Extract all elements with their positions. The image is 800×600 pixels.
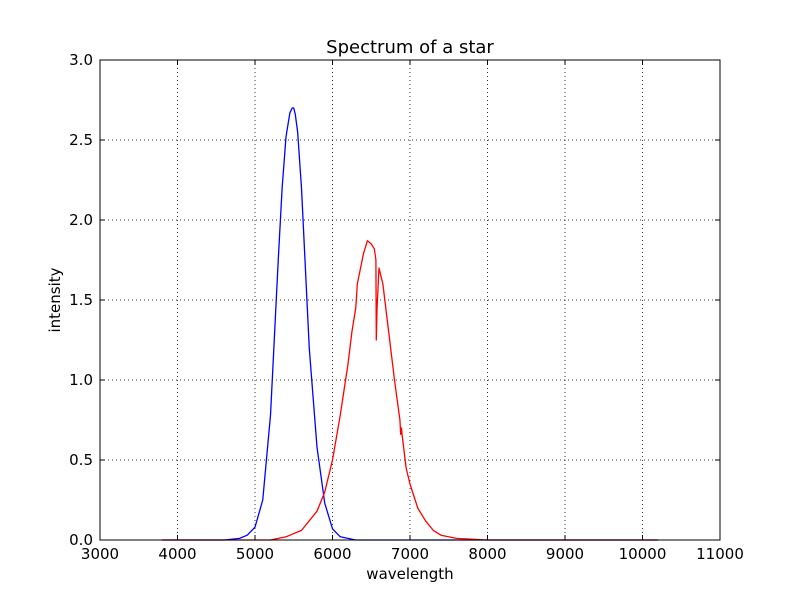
y-tick-label: 3.0	[69, 51, 93, 69]
x-tick-label: 4000	[158, 545, 196, 563]
y-tick-label: 1.5	[69, 291, 93, 309]
x-tick-label: 7000	[391, 545, 429, 563]
x-tick-label: 10000	[619, 545, 667, 563]
x-tick-label: 9000	[546, 545, 584, 563]
y-tick-label: 0.0	[69, 531, 93, 549]
x-tick-label: 8000	[468, 545, 506, 563]
x-axis-label: wavelength	[366, 565, 453, 583]
y-axis-label: intensity	[46, 267, 64, 332]
y-tick-label: 0.5	[69, 451, 93, 469]
grid	[100, 60, 720, 540]
chart-title: Spectrum of a star	[326, 37, 494, 58]
x-tick-label: 11000	[696, 545, 744, 563]
x-tick-label: 3000	[81, 545, 119, 563]
ticks: 3000 4000 5000 6000 7000 8000 9000 10000 11000 0.…	[69, 51, 744, 563]
y-tick-label: 1.0	[69, 371, 93, 389]
y-tick-label: 2.5	[69, 131, 93, 149]
series-line-2	[162, 240, 658, 541]
y-tick-label: 2.0	[69, 211, 93, 229]
x-tick-label: 6000	[313, 545, 351, 563]
x-tick-label: 5000	[236, 545, 274, 563]
